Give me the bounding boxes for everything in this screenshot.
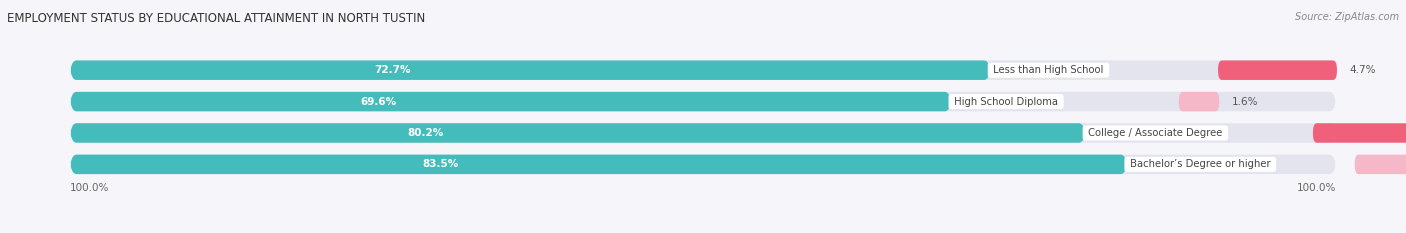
FancyBboxPatch shape <box>1313 123 1406 143</box>
Text: High School Diploma: High School Diploma <box>950 97 1062 106</box>
FancyBboxPatch shape <box>70 155 1128 174</box>
Text: 83.5%: 83.5% <box>422 159 458 169</box>
Text: Bachelor’s Degree or higher: Bachelor’s Degree or higher <box>1128 159 1274 169</box>
Text: Source: ZipAtlas.com: Source: ZipAtlas.com <box>1295 12 1399 22</box>
Text: College / Associate Degree: College / Associate Degree <box>1085 128 1226 138</box>
FancyBboxPatch shape <box>70 123 1085 143</box>
Text: 4.7%: 4.7% <box>1350 65 1376 75</box>
Text: 1.6%: 1.6% <box>1232 97 1258 106</box>
FancyBboxPatch shape <box>1178 92 1219 111</box>
Text: 100.0%: 100.0% <box>70 183 110 193</box>
FancyBboxPatch shape <box>1355 155 1406 174</box>
Text: Less than High School: Less than High School <box>990 65 1107 75</box>
FancyBboxPatch shape <box>70 155 1336 174</box>
Text: 80.2%: 80.2% <box>408 128 444 138</box>
FancyBboxPatch shape <box>70 92 950 111</box>
FancyBboxPatch shape <box>70 123 1336 143</box>
FancyBboxPatch shape <box>70 92 1336 111</box>
Text: EMPLOYMENT STATUS BY EDUCATIONAL ATTAINMENT IN NORTH TUSTIN: EMPLOYMENT STATUS BY EDUCATIONAL ATTAINM… <box>7 12 425 25</box>
FancyBboxPatch shape <box>70 60 1336 80</box>
FancyBboxPatch shape <box>1218 60 1337 80</box>
Text: 100.0%: 100.0% <box>1296 183 1336 193</box>
Text: 69.6%: 69.6% <box>360 97 396 106</box>
Text: 72.7%: 72.7% <box>374 65 411 75</box>
FancyBboxPatch shape <box>70 60 990 80</box>
